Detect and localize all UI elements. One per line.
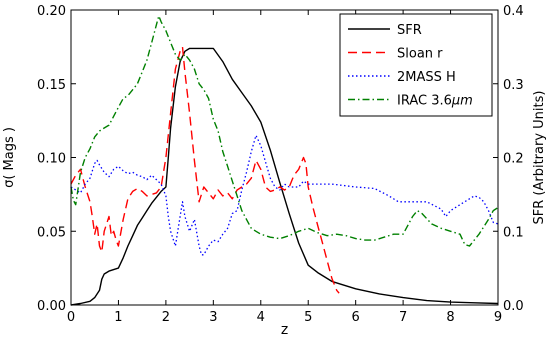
series-line-irac-3-6-m — [70, 15, 499, 247]
y-right-tick-label: 0.1 — [503, 225, 524, 240]
series-line-sloan-r — [70, 46, 340, 294]
legend-label: IRAC 3.6μm — [397, 94, 473, 109]
legend-label-unit: μm — [451, 94, 473, 109]
y-right-tick-label: 0.0 — [503, 299, 524, 314]
legend-label: Sloan r — [397, 47, 443, 62]
y-axis-left-label: σ( Mags ) — [2, 127, 17, 188]
x-tick-label: 1 — [114, 310, 122, 325]
axis-ticks-layer: 0 1 2 3 4 5 6 7 8 9 0.00 0.05 0.10 0.15 0.20 0.0 0.1 0.2 0… — [37, 4, 524, 325]
y-axis-right-label: SFR (Arbitrary Units) — [532, 91, 547, 225]
y-right-tick-label: 0.3 — [503, 78, 524, 93]
x-tick-label: 4 — [257, 310, 265, 325]
x-tick-label: 7 — [399, 310, 407, 325]
x-axis-label: z — [281, 322, 288, 338]
series-lines-layer — [70, 15, 499, 306]
legend-label: 2MASS H — [397, 70, 456, 85]
x-tick-label: 0 — [67, 310, 75, 325]
y-right-tick-label: 0.2 — [503, 152, 524, 167]
y-left-tick-label: 0.00 — [37, 299, 66, 314]
x-tick-label: 6 — [352, 310, 360, 325]
legend-label: SFR — [397, 23, 422, 38]
y-left-tick-label: 0.05 — [37, 225, 66, 240]
x-tick-label: 5 — [304, 310, 312, 325]
x-tick-label: 9 — [494, 310, 502, 325]
legend: SFR Sloan r 2MASS H IRAC 3.6μm — [339, 13, 493, 117]
series-line-2mass-h — [70, 134, 499, 256]
y-right-tick-label: 0.4 — [503, 4, 524, 19]
x-tick-label: 3 — [209, 310, 217, 325]
x-tick-label: 8 — [446, 310, 454, 325]
x-tick-label: 2 — [162, 310, 170, 325]
y-left-tick-label: 0.10 — [37, 152, 66, 167]
y-left-tick-label: 0.15 — [37, 78, 66, 93]
series-line-sfr — [70, 47, 499, 306]
y-left-tick-label: 0.20 — [37, 4, 66, 19]
